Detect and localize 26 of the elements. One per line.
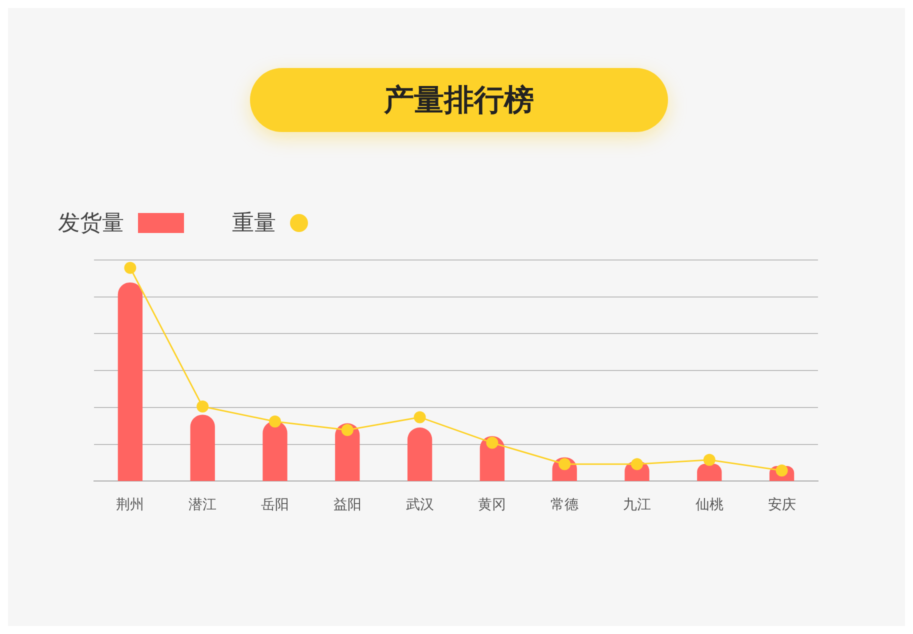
x-tick-label: 荆州 (116, 497, 144, 514)
bar (262, 421, 288, 482)
x-tick-label: 仙桃 (695, 497, 724, 514)
point (196, 400, 209, 413)
x-tick-label: 九江 (623, 497, 651, 514)
bar (190, 414, 215, 482)
point (341, 424, 354, 436)
legend-label: 重量 (232, 210, 276, 238)
bar (407, 428, 432, 482)
point (631, 458, 643, 470)
x-tick-label: 黄冈 (478, 497, 506, 514)
point (124, 262, 136, 274)
x-tick-label: 武汉 (406, 497, 434, 514)
point (486, 436, 498, 449)
x-tick-label: 岳阳 (261, 497, 289, 514)
x-tick-label: 常德 (550, 497, 579, 514)
x-tick-label: 潜江 (188, 497, 217, 514)
bar (335, 423, 360, 482)
legend-label: 发货量 (58, 210, 124, 238)
x-tick-label: 益阳 (333, 497, 362, 514)
point (414, 411, 426, 424)
chart-title: 产量排行榜 (250, 68, 668, 132)
x-tick-label: 安庆 (768, 497, 796, 514)
bar (118, 282, 143, 482)
point (703, 454, 716, 466)
point (269, 415, 281, 428)
